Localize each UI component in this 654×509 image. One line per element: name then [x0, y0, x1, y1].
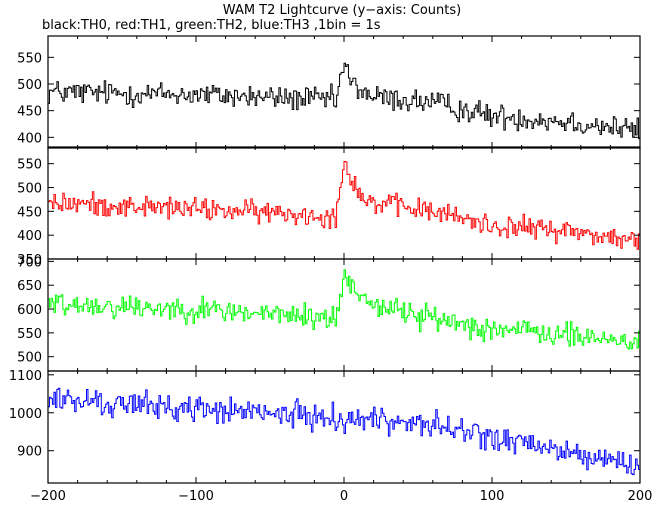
x-tick-label: 100 [480, 489, 505, 504]
series-line-th0 [48, 62, 640, 140]
x-tick-label: −200 [30, 489, 66, 504]
y-tick-label: 650 [17, 279, 42, 294]
panel-group: 400 450 500 550 350 400 450 500 550 500 550 600 650 7… [9, 35, 641, 484]
chart-title: WAM T2 Lightcurve (y−axis: Counts) [223, 3, 461, 18]
y-tick-label: 600 [17, 303, 42, 318]
y-tick-label: 700 [17, 255, 42, 270]
panel-th3: 900 1000 1100 [9, 369, 641, 484]
y-tick-label: 1100 [9, 369, 42, 384]
y-tick-label: 400 [17, 131, 42, 146]
series-line-th2 [48, 269, 640, 350]
y-tick-label: 550 [17, 51, 42, 66]
y-tick-label: 450 [17, 205, 42, 220]
y-tick-label: 500 [17, 351, 42, 366]
x-axis-labels: −200 −100 0 100 200 [30, 489, 652, 504]
y-tick-label: 500 [17, 182, 42, 197]
x-tick-label: −100 [178, 489, 214, 504]
y-tick-label: 1000 [9, 407, 42, 422]
chart-subtitle: black:TH0, red:TH1, green:TH2, blue:TH3 … [42, 18, 381, 33]
y-tick-label: 400 [17, 229, 42, 244]
y-tick-label: 350 [17, 253, 42, 268]
panel-frame [47, 35, 641, 149]
panel-th1: 350 400 450 500 550 [17, 146, 641, 268]
y-tick-label: 900 [17, 445, 42, 460]
y-tick-label: 450 [17, 105, 42, 120]
panel-th2: 500 550 600 650 700 [17, 255, 641, 372]
y-tick-label: 550 [17, 158, 42, 173]
series-line-th1 [48, 160, 640, 250]
series-line-th3 [48, 387, 640, 476]
y-tick-label: 550 [17, 327, 42, 342]
y-tick-label: 500 [17, 78, 42, 93]
x-tick-label: 0 [340, 489, 348, 504]
panel-th0: 400 450 500 550 [17, 35, 641, 149]
x-tick-label: 200 [628, 489, 653, 504]
